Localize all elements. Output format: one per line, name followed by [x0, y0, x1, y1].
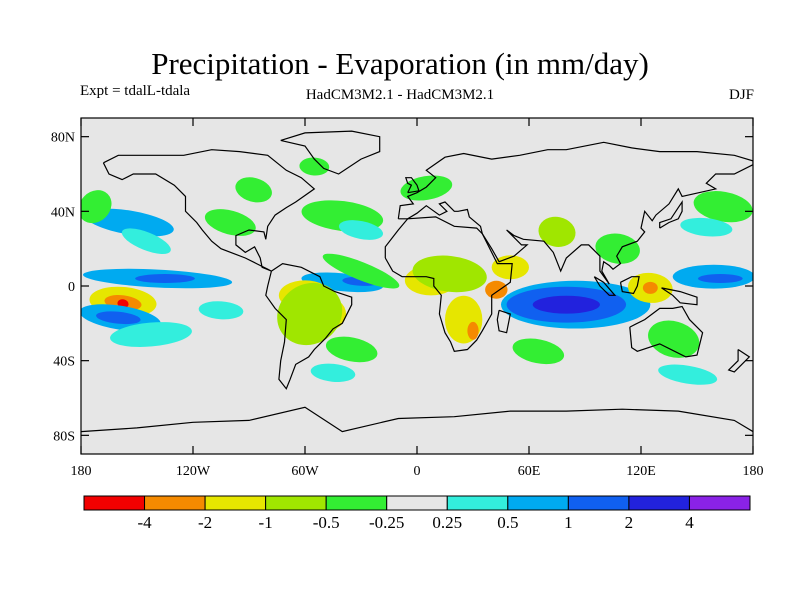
lon-tick-label: 60W: [291, 464, 319, 479]
region-n-africa-green: [412, 255, 487, 293]
lon-tick-label: 60E: [518, 464, 541, 479]
region-s-e-asia-green: [595, 233, 640, 264]
colorbar-swatch: [386, 495, 448, 511]
coastline-7: [659, 200, 683, 229]
coastline-10: [661, 287, 698, 306]
colorbar-label: -1: [259, 513, 273, 532]
colorbar-label: 0.25: [432, 513, 462, 532]
region-w-pacific-core: [697, 274, 743, 284]
colorbar-label: 4: [685, 513, 694, 532]
coastline-2: [265, 262, 353, 390]
lon-tick-label: 180: [71, 464, 92, 479]
model-label: HadCM3M2.1 - HadCM3M2.1: [305, 87, 495, 103]
region-nw-pacific-green: [693, 191, 753, 223]
region-maritime-orange: [642, 281, 658, 294]
region-nw-pacific-cyan: [680, 217, 733, 237]
colorbar-swatch: [628, 495, 690, 511]
region-arctic-green: [299, 157, 330, 176]
region-asia-green: [538, 216, 576, 247]
colorbar-swatch: [83, 495, 146, 511]
lon-tick-label: 0: [414, 464, 421, 479]
colorbar-label: 0.5: [497, 513, 518, 532]
colorbar-swatch: [507, 495, 569, 511]
colorbar-label: -0.5: [313, 513, 340, 532]
colorbar-label: -0.25: [369, 513, 404, 532]
coastline-1: [280, 130, 381, 175]
coastline-9: [593, 276, 617, 296]
map-title: Precipitation - Evaporation (in mm/day): [151, 46, 649, 81]
coastline-11: [629, 305, 704, 358]
lon-tick-label: 180: [743, 464, 764, 479]
colorbar-swatch: [688, 495, 751, 511]
contour-regions: [81, 157, 753, 385]
lat-tick-label: 80S: [53, 429, 75, 444]
region-s-atlantic-cyan: [310, 363, 356, 382]
region-s-atlantic-green: [325, 336, 378, 363]
coastline-12: [727, 348, 751, 373]
region-n-pacific-wet: [85, 208, 174, 237]
coastline-6: [404, 177, 420, 194]
colorbar-swatch: [446, 495, 509, 511]
colorbar-swatch: [567, 495, 630, 511]
lat-tick-label: 40N: [51, 205, 75, 220]
region-s-ocean-cyan: [658, 364, 718, 385]
coastline-3: [384, 216, 513, 352]
region-s-pacific-cyan: [110, 322, 192, 347]
region-s-africa-orange: [467, 321, 479, 340]
colorbar-swatch: [204, 495, 267, 511]
longitude-axis: 180 120W 60W 0 60E 120E 180: [71, 118, 764, 479]
region-indian-ocean-core: [532, 295, 600, 314]
experiment-label: Expt = tdalL-tdala: [80, 83, 191, 99]
lat-tick-label: 80N: [51, 131, 75, 146]
colorbar: -4 -2 -1 -0.5 -0.25 0.25 0.5 1 2 4: [83, 495, 751, 532]
region-s-indian-green: [512, 338, 565, 365]
coastline-8: [619, 276, 640, 295]
colorbar-swatch: [325, 495, 388, 511]
latitude-axis: 80N 40N 0 40S 80S: [51, 131, 753, 444]
region-atlantic-n-green: [322, 253, 400, 289]
coastline-4: [496, 309, 511, 334]
region-australia-green: [648, 320, 700, 358]
coastline-13: [81, 406, 753, 433]
region-e-pacific-cyan: [198, 301, 244, 320]
colorbar-label: 1: [564, 513, 573, 532]
region-spcz-core: [96, 311, 141, 325]
lon-tick-label: 120E: [626, 464, 656, 479]
region-itcz-pacific-core: [135, 274, 195, 284]
lat-tick-label: 0: [68, 280, 75, 295]
region-e-africa-orange: [485, 280, 508, 299]
region-n-atlantic-cyan: [338, 220, 384, 240]
region-w-n-pacific-green: [81, 190, 112, 224]
coastline-0: [102, 149, 316, 272]
lat-tick-label: 40S: [53, 355, 75, 370]
region-n-america-green: [204, 209, 256, 236]
region-s-america-green: [277, 282, 343, 346]
colorbar-label: -2: [198, 513, 212, 532]
season-label: DJF: [728, 87, 754, 103]
coastline-5: [397, 141, 753, 285]
region-n-america-green2: [235, 177, 272, 203]
colorbar-swatch: [144, 495, 206, 511]
colorbar-label: -4: [137, 513, 152, 532]
coastlines: [81, 130, 753, 433]
lon-tick-label: 120W: [176, 464, 211, 479]
region-n-pacific-cyan: [121, 228, 171, 254]
colorbar-swatch: [265, 495, 327, 511]
colorbar-label: 2: [625, 513, 634, 532]
